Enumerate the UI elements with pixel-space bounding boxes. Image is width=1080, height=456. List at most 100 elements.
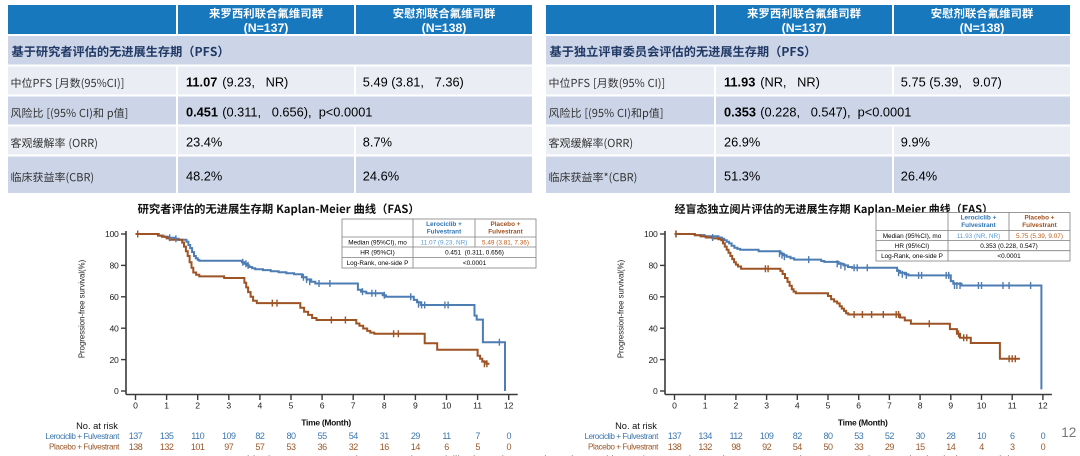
svg-text:26.9%: 26.9%	[724, 134, 760, 149]
svg-text:5.75 (5.39, 9.07): 5.75 (5.39, 9.07)	[901, 74, 1002, 89]
svg-text:109: 109	[760, 431, 774, 441]
svg-text:4: 4	[258, 400, 263, 410]
svg-text:29: 29	[885, 442, 895, 452]
svg-text:Placebo + Fulvestrant: Placebo + Fulvestrant	[49, 443, 120, 452]
svg-text:55: 55	[318, 431, 328, 441]
svg-text:134: 134	[698, 431, 712, 441]
svg-text:92: 92	[762, 442, 772, 452]
svg-text:Bidard FC, Soares RF, Dieras V: Bidard FC, Soares RF, Dieras V, et al. L…	[240, 454, 1010, 456]
svg-text:48.2%: 48.2%	[186, 169, 222, 184]
svg-text:(N=138): (N=138)	[960, 21, 1005, 35]
svg-text:24.6%: 24.6%	[363, 169, 399, 184]
svg-text:51.3%: 51.3%	[724, 169, 760, 184]
svg-text:3: 3	[226, 400, 231, 410]
svg-text:132: 132	[160, 442, 174, 452]
svg-text:82: 82	[255, 431, 265, 441]
svg-text:9: 9	[413, 400, 418, 410]
svg-text:(N=138): (N=138)	[422, 21, 467, 35]
svg-text:11.07 (9.23, NR): 11.07 (9.23, NR)	[421, 239, 468, 246]
svg-text:HR (95%CI): HR (95%CI)	[360, 250, 394, 257]
svg-text:6: 6	[856, 400, 861, 410]
svg-text:60: 60	[110, 292, 119, 302]
svg-text:80: 80	[823, 431, 833, 441]
svg-text:7: 7	[351, 400, 356, 410]
svg-text:6: 6	[320, 400, 325, 410]
svg-text:Log-Rank, one-side P: Log-Rank, one-side P	[881, 253, 943, 260]
svg-text:Median (95%CI), mo: Median (95%CI), mo	[883, 233, 942, 240]
svg-text:(N=137): (N=137)	[782, 21, 827, 35]
svg-text:Lerociclib +: Lerociclib +	[426, 221, 462, 228]
svg-text:0.451: 0.451	[186, 104, 218, 119]
svg-text:0: 0	[114, 386, 119, 396]
svg-text:8: 8	[382, 400, 387, 410]
svg-text:32: 32	[349, 442, 359, 452]
svg-text:31: 31	[380, 431, 390, 441]
svg-text:No. at risk: No. at risk	[76, 421, 118, 431]
svg-text:12: 12	[504, 400, 514, 410]
svg-text:Fulvestrant: Fulvestrant	[1022, 222, 1057, 229]
svg-text:53: 53	[854, 431, 864, 441]
svg-text:11: 11	[473, 400, 482, 410]
svg-text:9.9%: 9.9%	[901, 134, 930, 149]
svg-text:(9.23, NR): (9.23, NR)	[222, 74, 288, 89]
svg-text:100: 100	[644, 229, 658, 239]
svg-text:<0.0001: <0.0001	[997, 253, 1021, 260]
svg-text:16: 16	[380, 442, 390, 452]
svg-text:100: 100	[105, 229, 119, 239]
svg-text:40: 40	[649, 323, 658, 333]
svg-text:14: 14	[946, 442, 956, 452]
svg-text:5.75 (5.39, 9.07): 5.75 (5.39, 9.07)	[1016, 233, 1063, 240]
svg-text:54: 54	[793, 442, 803, 452]
svg-text:53: 53	[286, 442, 296, 452]
svg-text:36: 36	[318, 442, 328, 452]
svg-text:9: 9	[948, 400, 953, 410]
svg-text:Progression-free survival(%): Progression-free survival(%)	[617, 259, 626, 358]
svg-text:11: 11	[442, 431, 451, 441]
svg-text:7: 7	[475, 431, 480, 441]
svg-text:0.353 (0.228, 0.547): 0.353 (0.228, 0.547)	[980, 243, 1038, 250]
svg-text:20: 20	[110, 355, 119, 365]
svg-text:Placebo +: Placebo +	[490, 221, 520, 228]
svg-text:Fulvestrant: Fulvestrant	[427, 229, 462, 236]
svg-text:33: 33	[854, 442, 864, 452]
svg-text:23.4%: 23.4%	[186, 134, 222, 149]
svg-text:80: 80	[649, 261, 658, 271]
svg-text:11.93: 11.93	[724, 74, 755, 89]
svg-text:(NR, NR): (NR, NR)	[760, 74, 820, 89]
svg-text:137: 137	[129, 431, 143, 441]
svg-text:Median (95%CI), mo: Median (95%CI), mo	[348, 239, 407, 246]
svg-text:101: 101	[191, 442, 205, 452]
svg-text:137: 137	[668, 431, 682, 441]
svg-text:97: 97	[224, 442, 234, 452]
svg-text:Fulvestrant: Fulvestrant	[961, 222, 996, 229]
svg-text:10: 10	[977, 431, 987, 441]
svg-text:Progression-free survival(%): Progression-free survival(%)	[78, 259, 87, 358]
svg-text:11.93 (NR, NR): 11.93 (NR, NR)	[957, 233, 1001, 240]
svg-text:110: 110	[191, 431, 204, 441]
svg-text:0: 0	[1041, 431, 1046, 441]
svg-text:50: 50	[823, 442, 833, 452]
svg-text:4: 4	[795, 400, 800, 410]
svg-text:29: 29	[411, 431, 421, 441]
svg-text:80: 80	[286, 431, 296, 441]
svg-text:4: 4	[979, 442, 984, 452]
svg-text:20: 20	[649, 355, 658, 365]
svg-text:80: 80	[110, 261, 119, 271]
svg-text:(0.228, 0.547), p<0.0001: (0.228, 0.547), p<0.0001	[760, 104, 911, 119]
svg-text:82: 82	[793, 431, 803, 441]
svg-text:98: 98	[731, 442, 741, 452]
svg-text:3: 3	[764, 400, 769, 410]
svg-text:5: 5	[826, 400, 831, 410]
svg-text:<0.0001: <0.0001	[463, 260, 487, 267]
svg-text:6: 6	[444, 442, 449, 452]
svg-text:12: 12	[1061, 425, 1076, 440]
svg-text:Placebo +: Placebo +	[1024, 215, 1054, 222]
svg-text:109: 109	[222, 431, 236, 441]
svg-text:11.07: 11.07	[186, 74, 217, 89]
svg-text:Lerociclib + Fulvestrant: Lerociclib + Fulvestrant	[584, 432, 659, 441]
svg-text:10: 10	[442, 400, 452, 410]
svg-text:HR (95%CI): HR (95%CI)	[895, 243, 929, 250]
svg-text:0: 0	[672, 400, 677, 410]
svg-text:No. at risk: No. at risk	[615, 421, 657, 431]
svg-text:138: 138	[668, 442, 682, 452]
